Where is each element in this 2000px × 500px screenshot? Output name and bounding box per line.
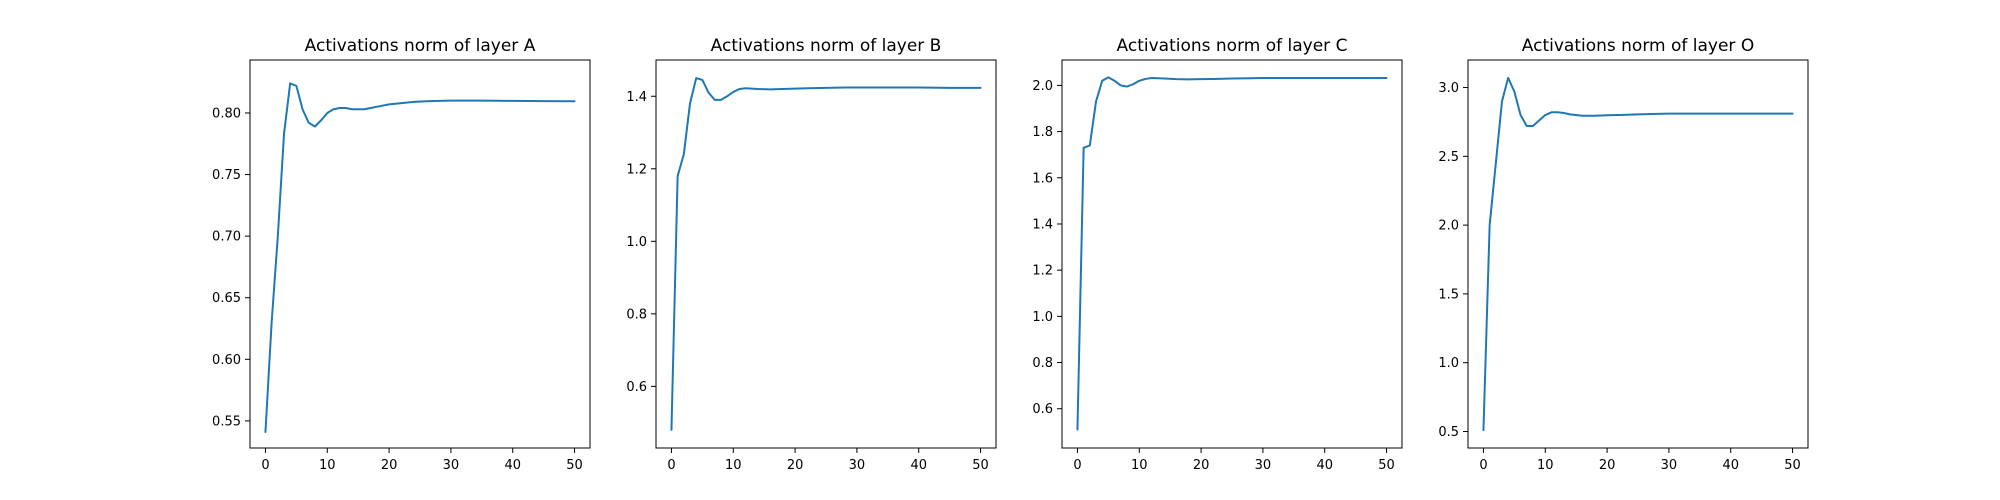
x-tick-label: 30 [849,458,866,473]
x-tick-label: 50 [1784,458,1801,473]
y-tick-label: 2.0 [1438,219,1459,234]
x-tick-label: 10 [1131,458,1148,473]
x-tick-label: 0 [1073,458,1081,473]
x-tick-label: 30 [443,458,460,473]
x-tick-label: 50 [1378,458,1395,473]
y-tick-label: 1.2 [1032,264,1053,279]
chart-title: Activations norm of layer A [305,36,536,56]
y-tick-label: 1.5 [1438,287,1459,302]
y-tick-label: 1.6 [1032,171,1053,186]
y-tick-label: 0.70 [212,230,241,245]
x-tick-label: 40 [1316,458,1333,473]
y-tick-label: 0.8 [626,307,647,322]
x-tick-label: 10 [725,458,742,473]
series-line [670,77,982,431]
chart-title: Activations norm of layer C [1117,36,1348,56]
y-tick-label: 1.4 [1032,217,1053,232]
x-tick-label: 50 [972,458,989,473]
chart-title: Activations norm of layer O [1522,36,1754,56]
chart-panel-4: Activations norm of layer O 0 10 20 30 40 50 0.… [1438,36,1809,473]
y-tick-label: 0.6 [626,380,647,395]
chart-panel-2: Activations norm of layer B 0 10 20 30 40 50 0.… [626,36,997,473]
y-tick-label: 2.5 [1438,150,1459,165]
x-tick-label: 40 [1722,458,1739,473]
y-tick-label: 0.60 [212,353,241,368]
y-tick-label: 1.0 [626,235,647,250]
y-tick-label: 1.0 [1032,310,1053,325]
y-tick-label: 1.8 [1032,125,1053,140]
chart-panel-3: Activations norm of layer C 0 10 20 30 40 50 0.… [1032,36,1403,473]
chart-title: Activations norm of layer B [711,36,942,56]
y-tick-label: 0.65 [212,291,241,306]
x-tick-label: 10 [1537,458,1554,473]
x-tick-label: 20 [787,458,804,473]
plot-frame [1061,59,1403,449]
x-tick-label: 30 [1255,458,1272,473]
y-tick-label: 0.75 [212,168,241,183]
y-tick-label: 1.0 [1438,356,1459,371]
y-tick-label: 0.55 [212,414,241,429]
x-tick-label: 20 [1599,458,1616,473]
x-tick-label: 0 [1479,458,1487,473]
y-tick-label: 0.8 [1032,356,1053,371]
series-line [1076,76,1388,431]
plot-frame [249,59,591,449]
y-tick-label: 0.6 [1032,402,1053,417]
y-tick-label: 0.80 [212,106,241,121]
y-tick-label: 0.5 [1438,425,1459,440]
y-tick-label: 3.0 [1438,81,1459,96]
x-tick-label: 50 [566,458,583,473]
x-tick-label: 20 [381,458,398,473]
x-tick-label: 20 [1193,458,1210,473]
y-tick-label: 1.4 [626,90,647,105]
x-tick-label: 40 [910,458,927,473]
plot-frame [655,59,997,449]
series-line [264,82,576,433]
x-tick-label: 0 [667,458,675,473]
chart-panel-1: Activations norm of layer A 0 10 20 30 40 50 0.… [212,36,591,473]
x-tick-label: 40 [504,458,521,473]
x-tick-label: 10 [319,458,336,473]
y-tick-label: 2.0 [1032,79,1053,94]
y-tick-label: 1.2 [626,162,647,177]
x-tick-label: 30 [1661,458,1678,473]
plot-frame [1467,59,1809,449]
series-line [1482,76,1794,432]
x-tick-label: 0 [261,458,269,473]
